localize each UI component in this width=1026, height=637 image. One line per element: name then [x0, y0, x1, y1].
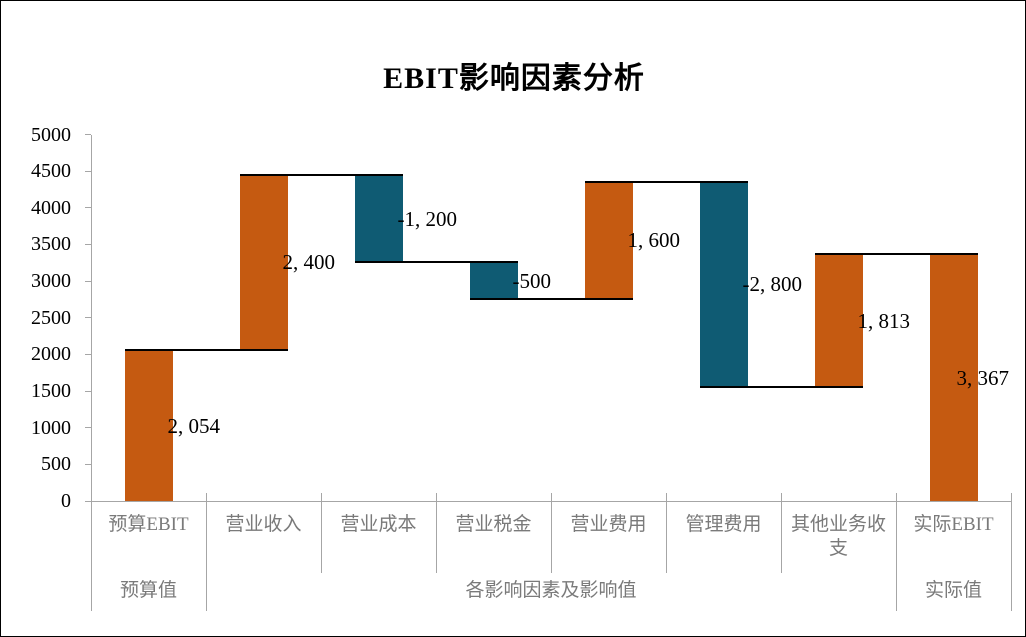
y-axis-tick-label: 0 — [61, 490, 71, 512]
bar-value-label: 1, 813 — [857, 308, 911, 333]
bar-预算EBIT — [124, 350, 173, 501]
category-separator — [206, 501, 207, 573]
y-axis-tick-label: 1000 — [31, 416, 71, 439]
y-axis-tick-label: 3000 — [31, 270, 71, 293]
category-separator — [666, 501, 667, 573]
connector-line — [239, 173, 403, 176]
group-label: 实际值 — [924, 580, 982, 601]
y-axis-tick — [85, 500, 91, 502]
y-axis-tick-label: 3500 — [31, 233, 71, 256]
bar-实际EBIT — [929, 254, 978, 501]
category-label: 营业税金 — [455, 514, 532, 535]
category-label: 管理费用 — [685, 514, 762, 535]
category-label: 营业成本 — [340, 514, 417, 535]
category-separator — [551, 501, 552, 573]
bar-value-label: 3, 367 — [956, 365, 1010, 390]
category-label: 营业收入 — [225, 514, 302, 535]
y-axis-tick-label: 500 — [41, 453, 71, 476]
group-label: 预算值 — [119, 580, 177, 601]
y-axis-tick-label: 5000 — [31, 123, 71, 146]
y-axis-tick — [85, 463, 91, 465]
y-axis-tick-label: 1500 — [31, 380, 71, 403]
bar-其他业务收支 — [814, 254, 863, 388]
y-axis-line — [91, 134, 92, 502]
y-axis-tick — [85, 207, 91, 209]
y-axis-tick-label: 2000 — [31, 343, 71, 366]
connector-line — [814, 253, 978, 256]
bar-value-label: -1, 200 — [397, 206, 458, 231]
connector-line — [354, 261, 518, 264]
y-axis-tick-label: 2500 — [31, 306, 71, 329]
y-axis-tick — [85, 427, 91, 429]
category-separator — [781, 501, 782, 573]
group-label: 各影响因素及影响值 — [465, 580, 637, 601]
bar-营业费用 — [584, 181, 633, 300]
bar-value-label: -2, 800 — [742, 272, 803, 297]
category-label: 其他业务收支 — [790, 514, 886, 559]
category-separator — [896, 501, 897, 573]
bar-value-label: 1, 600 — [627, 228, 681, 253]
y-axis-tick — [85, 243, 91, 245]
y-axis-tick — [85, 134, 91, 135]
bar-营业成本 — [354, 174, 403, 263]
y-axis-tick — [85, 280, 91, 282]
bar-营业收入 — [239, 174, 288, 351]
chart-title: EBIT影响因素分析 — [383, 62, 645, 95]
connector-line — [469, 298, 633, 301]
bar-营业税金 — [469, 262, 518, 300]
y-axis-tick — [85, 170, 91, 172]
y-axis-tick — [85, 390, 91, 392]
table-border-left — [91, 501, 92, 611]
bar-value-label: 2, 054 — [167, 413, 221, 438]
table-border-right — [1011, 501, 1012, 611]
bar-value-label: 2, 400 — [282, 250, 336, 275]
bar-value-label: -500 — [512, 268, 552, 293]
y-axis-tick-label: 4500 — [31, 160, 71, 183]
category-label: 预算EBIT — [108, 514, 189, 535]
y-axis-tick — [85, 317, 91, 319]
category-label: 实际EBIT — [913, 514, 994, 535]
category-separator — [436, 501, 437, 573]
bar-管理费用 — [699, 181, 748, 388]
connector-line — [699, 386, 863, 389]
category-separator — [321, 501, 322, 573]
y-axis-tick-label: 4000 — [31, 196, 71, 219]
connector-line — [124, 349, 288, 352]
y-axis-tick — [85, 353, 91, 355]
connector-line — [584, 180, 748, 183]
category-label: 营业费用 — [570, 514, 647, 535]
